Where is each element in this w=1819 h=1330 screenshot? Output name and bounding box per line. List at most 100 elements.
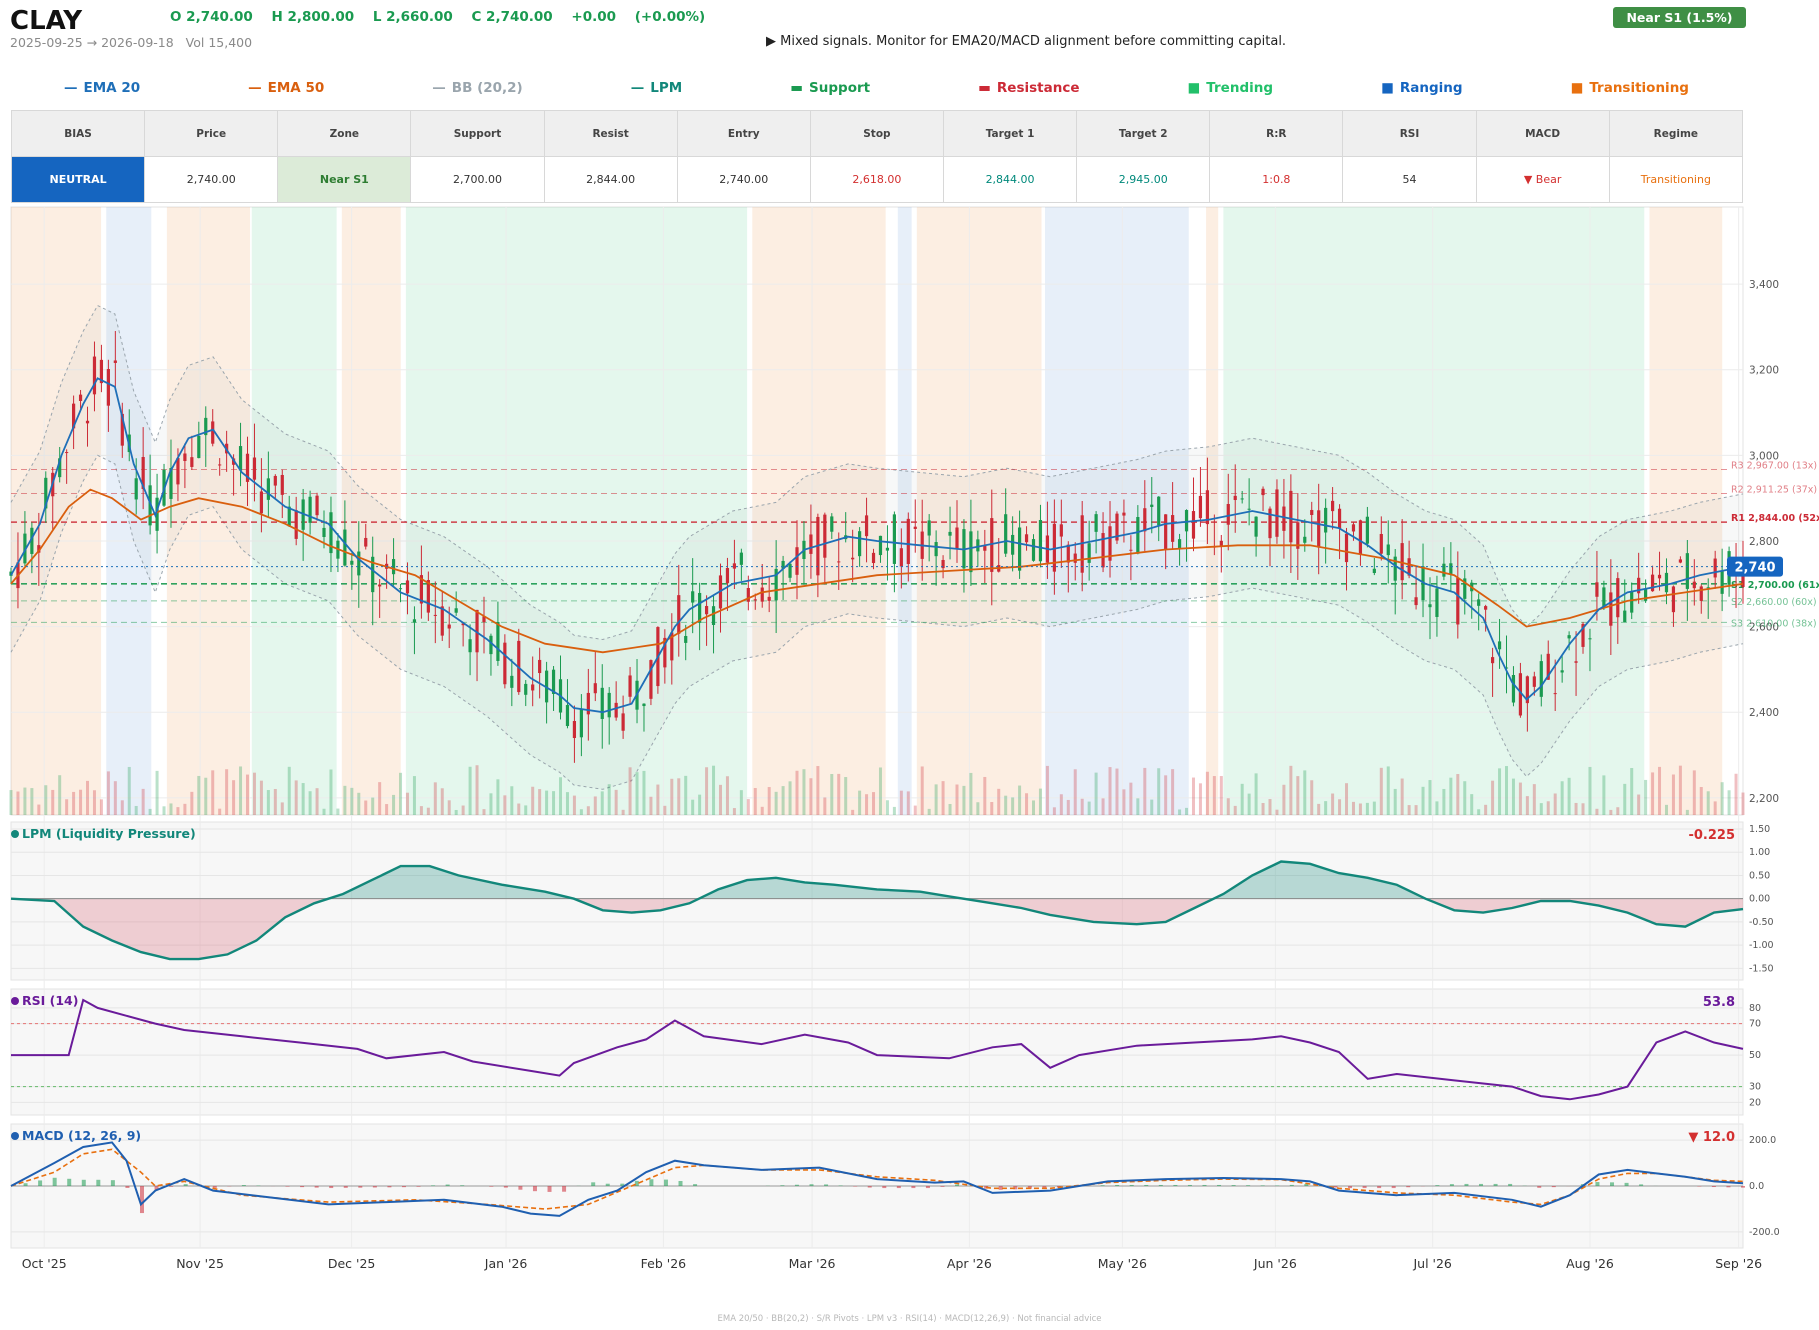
x-tick-label: Sep '26 [1715,1256,1762,1271]
summary-table-header: BIAS Price Zone Support Resist Entry Stop Targe… [10,110,1744,157]
volume-bar [656,784,660,815]
candle-body [1400,543,1404,581]
volume-bar [475,765,479,815]
volume-bar [30,788,34,815]
volume-bar [1658,766,1662,815]
table-header-cell: MACD [1475,110,1610,157]
candle-body [1004,514,1008,554]
candle-body [155,497,159,531]
volume-bar [1087,801,1091,815]
price-tick-label: 2,400 [1749,707,1779,719]
x-tick-label: Dec '25 [328,1256,376,1271]
volume-bar [1595,808,1599,815]
volume-bar [642,770,646,815]
candle-body [1678,559,1682,563]
volume-bar [788,781,792,815]
legend-item-ranging[interactable]: ■ Ranging [1381,80,1462,96]
volume-bar [273,788,277,815]
legend-item-ema-20[interactable]: — EMA 20 [64,80,140,96]
volume-bar [781,786,785,815]
candle-body [864,515,869,537]
candle-body [1546,653,1550,680]
table-value-resist: 2,844.00 [543,156,678,203]
macd-histogram-bar [867,1186,872,1188]
legend-item-lpm[interactable]: — LPM [631,80,682,96]
volume-bar [399,772,403,815]
volume-bar [1219,776,1223,815]
candle-body [1484,606,1488,610]
price-panel-bg [10,206,1744,816]
volume-bar [1310,780,1314,815]
volume-bar [392,794,396,815]
volume-bar [983,776,987,815]
volume-bar [1198,783,1202,815]
volume-bar [1059,794,1063,815]
sr-level-label: R2 2,911.25 (37x) [1731,484,1817,495]
candle-body [1198,495,1203,519]
table-header-cell: Resist [543,110,678,157]
candle-body [1511,675,1516,703]
legend-item-transitioning[interactable]: ■ Transitioning [1571,80,1689,96]
legend-item-ema-50[interactable]: — EMA 50 [248,80,324,96]
volume-bar [1372,801,1376,815]
volume-bar [1303,770,1307,815]
volume-bar [1331,793,1335,815]
volume-bar [920,766,924,815]
volume-bar [1122,789,1126,815]
candle-body [823,514,827,558]
rsi-line [11,998,1744,1101]
volume-bar [1664,804,1668,815]
table-value-entry: 2,740.00 [676,156,811,203]
macd-histogram-bar [300,1186,305,1188]
volume-bar [927,808,931,815]
volume-bar [336,808,340,815]
volume-bar [865,794,869,815]
volume-bar [1428,780,1432,815]
volume-bar [802,769,806,815]
legend-swatch-icon: ▬ [790,80,804,96]
candle-body [1490,657,1495,664]
price-tick-label: 3,200 [1749,365,1779,377]
legend-item-bb-20-2[interactable]: — BB (20,2) [432,80,522,96]
candle-body [1261,488,1265,496]
volume-bar [1066,799,1070,815]
candle-body [141,456,145,490]
macd-histogram-bar [139,1186,144,1214]
candle-body [1136,517,1140,554]
last-price-label: 2,740 [1734,561,1775,576]
legend-item-trending[interactable]: ■ Trending [1188,80,1273,96]
macd-histogram-bar [1726,1186,1731,1188]
candle-body [1317,510,1321,548]
table-header-cell: Support [410,110,545,157]
volume-bar [760,806,764,815]
candle-body [725,568,730,584]
legend-item-resistance[interactable]: ▬ Resistance [978,80,1079,96]
table-header-cell: Entry [676,110,811,157]
volume-text: Vol 15,400 [185,35,253,50]
table-header-cell: BIAS [10,110,146,157]
candle-body [343,529,347,566]
macd-histogram-bar [445,1184,450,1186]
volume-bar [510,786,514,815]
volume-bar [1136,798,1140,815]
volume-bar [1692,770,1696,815]
volume-bar [454,809,458,815]
candle-body [1171,515,1175,542]
volume-bar [1157,768,1161,815]
candle-body [830,516,834,532]
signal-message: ▶ Mixed signals. Monitor for EMA20/MACD … [766,34,1287,49]
volume-bar [58,775,62,815]
table-value-regime: Transitioning [1608,156,1744,203]
candle-body [1191,511,1196,539]
regime-band-trending [1223,207,1645,815]
price-chart[interactable]: Oct '25 Nov '25 Dec '25 Jan '26 Feb '26 Mar '… [0,205,1819,1310]
legend-label: Resistance [996,80,1080,96]
legend-label: EMA 20 [83,80,141,96]
volume-bar [1685,809,1689,815]
candle-body [1365,516,1369,544]
legend-item-support[interactable]: ▬ Support [790,80,870,96]
regime-band-transitioning [166,207,251,815]
volume-bar [1400,778,1404,815]
macd-histogram-bar [329,1186,334,1189]
macd-histogram-bar [38,1180,43,1186]
